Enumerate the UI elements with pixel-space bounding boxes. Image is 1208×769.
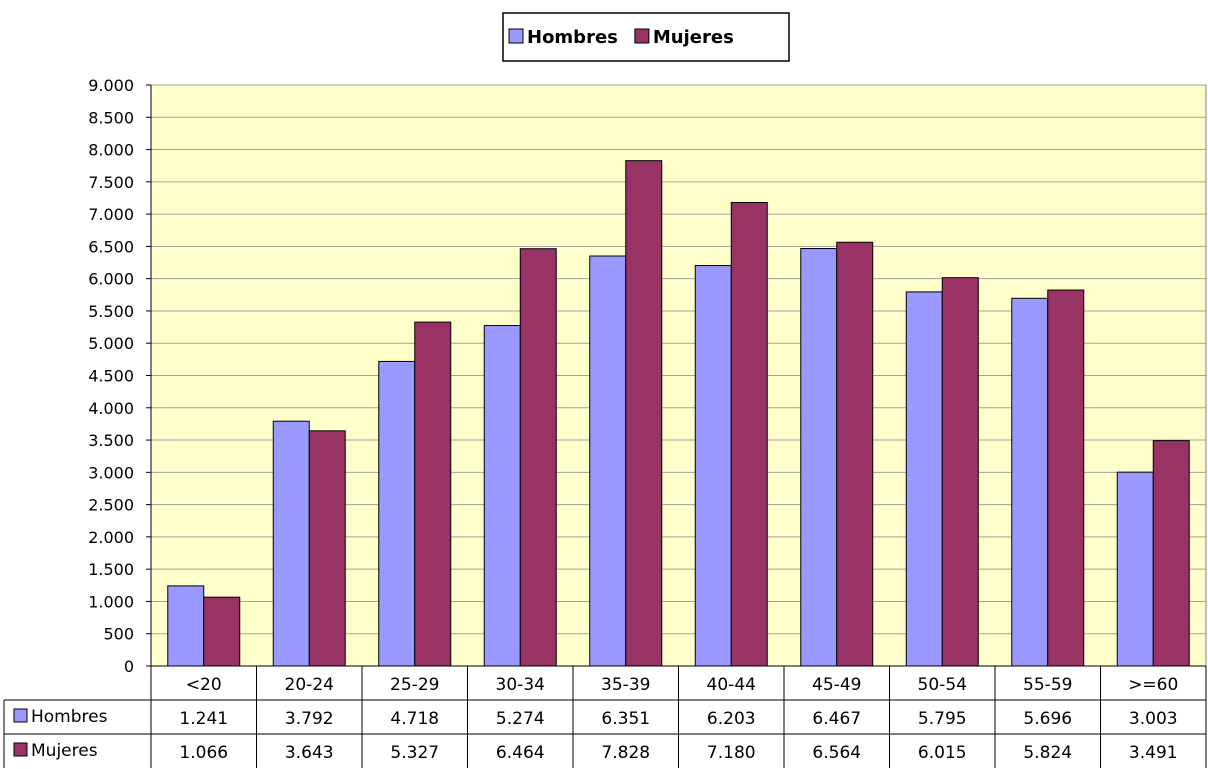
- x-category-label: 40-44: [707, 675, 756, 695]
- y-tick-label: 500: [103, 625, 134, 644]
- bars: [167, 160, 1190, 667]
- y-tick-label: 5.500: [88, 302, 134, 321]
- x-category-label: 45-49: [812, 675, 861, 695]
- bar-mujeres: [519, 248, 557, 667]
- legend-swatch: [508, 28, 524, 44]
- table-legend-key: [13, 708, 28, 723]
- y-tick-label: 3.500: [88, 431, 134, 450]
- table-cell: 6.351: [601, 709, 650, 729]
- table-cell: 4.718: [390, 709, 439, 729]
- table-row-header: Mujeres: [31, 741, 98, 761]
- bar-mujeres: [941, 277, 979, 667]
- y-tick-label: 2.500: [88, 496, 134, 515]
- table-cell: 3.792: [285, 709, 334, 729]
- y-tick-label: 1.500: [88, 560, 134, 579]
- bar-mujeres: [730, 201, 768, 667]
- y-tick-label: 7.500: [88, 173, 134, 192]
- y-tick-label: 0: [124, 657, 134, 676]
- table-cell: 7.828: [601, 743, 650, 763]
- y-tick-label: 2.000: [88, 528, 134, 547]
- bar-hombres: [378, 360, 416, 667]
- table-cell: 5.274: [496, 709, 545, 729]
- legend-swatch: [634, 28, 650, 44]
- legend: Hombres Mujeres: [502, 12, 790, 62]
- table-cell: 6.464: [496, 743, 545, 763]
- bar-mujeres: [1152, 440, 1190, 667]
- bar-hombres: [589, 255, 627, 667]
- bar-mujeres: [836, 241, 874, 667]
- y-tick-label: 9.000: [88, 76, 134, 95]
- legend-label: Mujeres: [653, 27, 734, 48]
- table-cell: 5.795: [918, 709, 967, 729]
- y-axis: 0 500 1.000 1.500 2.000 2.500 3.000 3.500 4.000 4…: [88, 76, 1207, 676]
- bar-hombres: [272, 420, 310, 667]
- table-cell: 3.643: [285, 743, 334, 763]
- table-row-header: Hombres: [31, 707, 108, 727]
- y-tick-label: 6.000: [88, 270, 134, 289]
- y-tick-label: 7.000: [88, 205, 134, 224]
- y-tick-label: 6.500: [88, 237, 134, 256]
- y-tick-label: 4.000: [88, 399, 134, 418]
- y-tick-label: 5.000: [88, 334, 134, 353]
- table-cell: 5.327: [390, 743, 439, 763]
- x-category-label: 25-29: [390, 675, 439, 695]
- legend-label: Hombres: [527, 27, 618, 48]
- x-category-label: 20-24: [285, 675, 334, 695]
- bar-hombres: [694, 265, 732, 667]
- bar-mujeres: [625, 160, 663, 667]
- table-cell: 6.564: [812, 743, 861, 763]
- y-tick-label: 8.000: [88, 141, 134, 160]
- table-cell: 3.003: [1129, 709, 1178, 729]
- table-cell: 3.491: [1129, 743, 1178, 763]
- x-category-label: 50-54: [918, 675, 967, 695]
- bar-mujeres: [1047, 289, 1085, 667]
- x-category-label: 35-39: [601, 675, 650, 695]
- bar-mujeres: [203, 596, 241, 667]
- x-category-label: 30-34: [496, 675, 545, 695]
- table-cell: 5.696: [1023, 709, 1072, 729]
- table-cell: 6.015: [918, 743, 967, 763]
- table-cell: 1.066: [179, 743, 228, 763]
- table-cell: 6.467: [812, 709, 861, 729]
- x-category-label: 55-59: [1023, 675, 1072, 695]
- table-cell: 1.241: [179, 709, 228, 729]
- bar-hombres: [1116, 471, 1154, 667]
- bar-hombres: [167, 585, 205, 667]
- data-table: <20 20-24 25-29 30-34 35-39 40-44 45-49 50-54 55…: [3, 665, 1207, 768]
- table-legend-key: [13, 742, 28, 757]
- table-cell: 5.824: [1023, 743, 1072, 763]
- bar-hombres: [483, 325, 521, 667]
- y-tick-label: 3.000: [88, 463, 134, 482]
- y-tick-label: 4.500: [88, 367, 134, 386]
- bar-mujeres: [308, 430, 346, 667]
- x-category-label: >=60: [1128, 675, 1178, 695]
- bar-mujeres: [414, 321, 452, 667]
- table-cell: 6.203: [707, 709, 756, 729]
- bar-hombres: [800, 248, 838, 667]
- bar-hombres: [1011, 297, 1049, 667]
- y-tick-label: 1.000: [88, 592, 134, 611]
- bar-hombres: [905, 291, 943, 667]
- y-tick-label: 8.500: [88, 108, 134, 127]
- table-cell: 7.180: [707, 743, 756, 763]
- x-category-label: <20: [186, 675, 222, 695]
